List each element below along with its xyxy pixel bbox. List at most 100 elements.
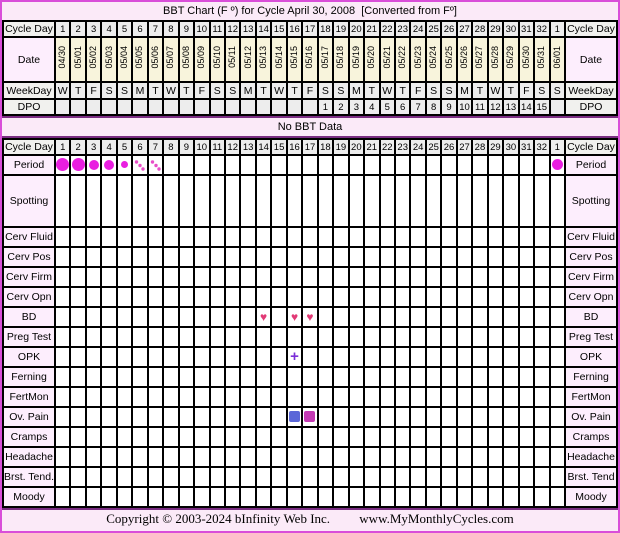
symptom-cell — [101, 287, 116, 307]
symptom-cell — [410, 227, 425, 247]
symptom-cell — [302, 467, 317, 487]
date-text: 05/28 — [491, 46, 500, 69]
symptom-cell — [55, 247, 70, 267]
symptom-cell — [410, 427, 425, 447]
row-label: OPK — [565, 347, 617, 367]
symptom-cell — [519, 307, 534, 327]
symptom-cell — [101, 247, 116, 267]
dpo-cell — [287, 99, 302, 115]
row-label: WeekDay — [3, 82, 55, 99]
symptom-cell — [117, 427, 132, 447]
row-brst-tend: Brst. Tend.Brst. Tend — [3, 467, 617, 487]
weekday-cell: W — [271, 82, 286, 99]
symptom-cell — [86, 155, 101, 175]
cycle-day-cell: 2 — [70, 139, 85, 155]
cycle-day-cell: 7 — [148, 139, 163, 155]
symptom-cell — [395, 175, 410, 227]
symptom-cell — [210, 175, 225, 227]
symptom-cell — [55, 227, 70, 247]
symptom-cell — [534, 487, 549, 507]
symptom-cell — [210, 407, 225, 427]
symptom-cell — [457, 327, 472, 347]
symptom-cell — [271, 387, 286, 407]
cycle-day-cell: 24 — [410, 139, 425, 155]
symptom-cell — [503, 407, 518, 427]
dpo-cell: 7 — [410, 99, 425, 115]
date-cell: 05/28 — [488, 37, 503, 82]
date-cell: 05/13 — [256, 37, 271, 82]
symptom-cell — [426, 467, 441, 487]
cycle-day-cell: 18 — [318, 139, 333, 155]
symptom-cell — [271, 367, 286, 387]
symptom-cell — [70, 227, 85, 247]
date-cell: 04/30 — [55, 37, 70, 82]
weekday-cell: S — [426, 82, 441, 99]
symptom-cell — [503, 267, 518, 287]
symptom-cell — [101, 487, 116, 507]
symptom-cell — [488, 267, 503, 287]
symptom-cell — [55, 367, 70, 387]
symptom-cell — [163, 447, 178, 467]
symptom-cell — [534, 387, 549, 407]
symptom-cell — [148, 447, 163, 467]
cycle-day-cell: 13 — [240, 139, 255, 155]
calendar-header-table: Cycle Day1234567891011121314151617181920… — [2, 20, 618, 116]
symptom-cell — [318, 227, 333, 247]
symptom-cell — [318, 427, 333, 447]
symptom-cell — [163, 387, 178, 407]
row-label: Brst. Tend — [565, 467, 617, 487]
row-label: Date — [565, 37, 617, 82]
symptom-cell — [333, 267, 348, 287]
symptom-cell — [132, 387, 147, 407]
symptom-cell — [457, 155, 472, 175]
symptom-cell — [132, 155, 147, 175]
site-link[interactable]: www.MyMonthlyCycles.com — [359, 511, 513, 526]
row-label: Period — [565, 155, 617, 175]
dpo-cell — [194, 99, 209, 115]
symptom-cell — [503, 347, 518, 367]
symptom-cell — [349, 487, 364, 507]
dpo-cell: 15 — [534, 99, 549, 115]
symptom-cell — [210, 155, 225, 175]
symptom-cell — [240, 387, 255, 407]
symptom-cell — [395, 347, 410, 367]
dpo-cell — [302, 99, 317, 115]
symptom-cell — [55, 387, 70, 407]
row-label: Headache — [565, 447, 617, 467]
symptom-cell — [488, 487, 503, 507]
cycle-day-cell: 25 — [426, 139, 441, 155]
symptom-cell — [410, 287, 425, 307]
symptom-cell: ♥ — [287, 307, 302, 327]
dpo-cell — [101, 99, 116, 115]
cycle-day-cell: 9 — [179, 21, 194, 37]
cycle-day-cell: 4 — [101, 139, 116, 155]
row-bd: BD♥♥♥BD — [3, 307, 617, 327]
period-dot-marker — [121, 161, 128, 168]
weekday-cell: W — [380, 82, 395, 99]
dpo-cell — [271, 99, 286, 115]
row-label: Spotting — [3, 175, 55, 227]
cycle-day-cell: 21 — [364, 21, 379, 37]
date-cell: 05/09 — [194, 37, 209, 82]
symptom-cell — [225, 347, 240, 367]
row-label: Cycle Day — [3, 139, 55, 155]
symptom-cell — [519, 327, 534, 347]
date-text: 04/30 — [58, 46, 67, 69]
symptom-cell — [302, 327, 317, 347]
symptom-cell — [519, 487, 534, 507]
symptom-cell — [163, 287, 178, 307]
symptom-cell — [86, 427, 101, 447]
symptom-cell — [210, 267, 225, 287]
row-label: Cycle Day — [3, 21, 55, 37]
dpo-cell: 12 — [488, 99, 503, 115]
symptom-cell — [472, 407, 487, 427]
cycle-day-cell: 29 — [488, 139, 503, 155]
symptom-cell — [472, 267, 487, 287]
copyright-text: Copyright © 2003-2024 bInfinity Web Inc. — [106, 511, 330, 526]
symptom-cell — [534, 307, 549, 327]
symptom-cell — [287, 367, 302, 387]
symptom-cell — [163, 247, 178, 267]
symptom-cell — [364, 287, 379, 307]
symptom-cell — [550, 407, 566, 427]
symptom-cell — [86, 467, 101, 487]
